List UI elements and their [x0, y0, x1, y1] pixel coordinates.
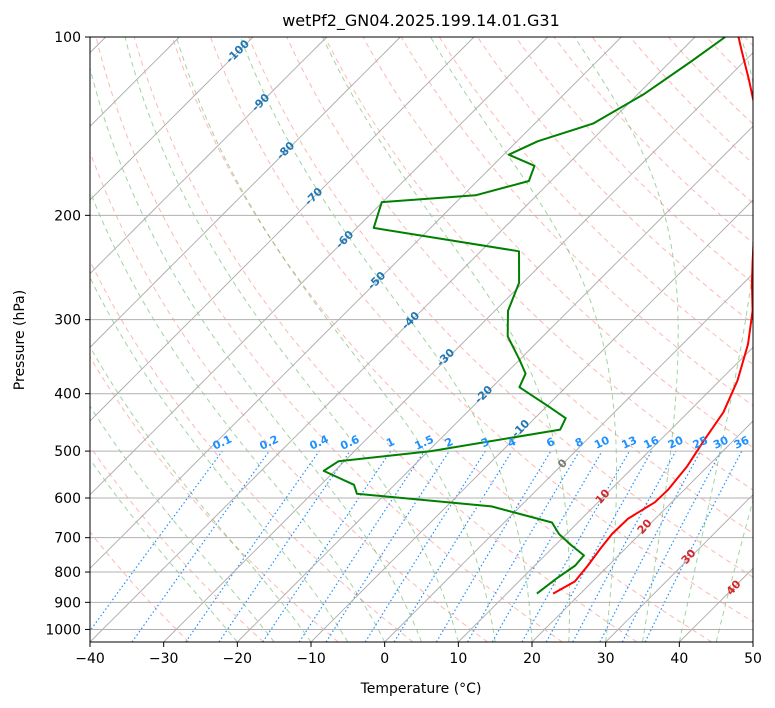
x-tick-label: −20: [223, 651, 253, 667]
moist-adiabat-line: [574, 37, 679, 642]
x-tick-label: −30: [149, 651, 179, 667]
x-tick-label: −10: [296, 651, 326, 667]
mixing-ratio-line: [131, 450, 270, 642]
mixing-ratio-line: [325, 450, 450, 642]
y-tick-label: 700: [54, 531, 81, 547]
moist-adiabat-line: [430, 37, 617, 642]
y-axis-label: Pressure (hPa): [12, 290, 28, 390]
mixing-ratio-line: [218, 450, 351, 642]
sounding-profiles: [322, 37, 753, 595]
x-tick-label: −40: [75, 651, 105, 667]
mixing-ratio-line: [90, 450, 223, 632]
y-tick-label: 400: [54, 387, 81, 403]
dry-adiabat-line: [133, 37, 638, 642]
profile-line: [322, 37, 726, 595]
x-tick-label: 20: [523, 651, 541, 667]
dry-adiabat-line: [324, 37, 753, 491]
y-tick-label: 600: [54, 491, 81, 507]
y-axis: 100 200 300 400 500 600 700 800 900 1000: [45, 30, 90, 638]
isotherm-line: [384, 272, 753, 642]
mixing-ratio-label: 30: [711, 433, 731, 451]
moist-adiabat-line: [90, 345, 312, 642]
y-tick-label: 800: [54, 565, 81, 581]
isotherm-line: [310, 199, 753, 642]
mixing-ratio-line: [393, 450, 513, 642]
isotherm-line: [90, 37, 328, 275]
moist-adiabat-line: [90, 458, 238, 642]
moist-adiabat-line: [90, 65, 422, 642]
moist-adiabats: [90, 37, 753, 642]
dry-adiabat-line: [90, 259, 414, 642]
moist-adiabat-line: [322, 37, 571, 642]
mixing-ratio-label: 10: [592, 433, 612, 451]
isotherm-line: [90, 37, 696, 642]
mixing-ratio-line: [491, 450, 603, 642]
moist-adiabat-line: [239, 37, 533, 642]
moist-adiabat-line: [124, 37, 459, 642]
y-tick-label: 500: [54, 444, 81, 460]
moist-adiabat-line: [175, 37, 496, 642]
moist-adiabat-line: [90, 405, 275, 642]
isotherm-line: [605, 493, 753, 642]
isotherm-line: [90, 37, 401, 349]
mixing-ratio-line: [466, 450, 580, 642]
dry-adiabat-line: [210, 37, 753, 623]
x-tick-label: 40: [670, 651, 688, 667]
mixing-ratio-line: [521, 450, 631, 642]
plot-background: [90, 37, 753, 642]
mixing-ratio-line: [364, 450, 486, 642]
mixing-ratio-label: 13: [620, 434, 639, 452]
chart-title: wetPf2_GN04.2025.199.14.01.G31: [282, 11, 560, 31]
mixing-ratio-label: 36: [732, 433, 752, 451]
isotherm-line: [457, 346, 753, 642]
skewed-isotherms: [90, 37, 753, 642]
isotherm-line: [90, 37, 549, 496]
dry-adiabat-line: [286, 37, 753, 534]
dry-adiabat-line: [248, 37, 753, 578]
dry-adiabat-line: [95, 37, 563, 642]
mixing-ratio-line: [572, 450, 677, 642]
x-tick-label: 50: [744, 651, 762, 667]
isotherm-line: [90, 37, 622, 570]
plot-frame: [89, 36, 754, 643]
isotherm-line: [90, 37, 254, 201]
isotherm-line: [236, 125, 753, 642]
moist-adiabat-line: [90, 189, 386, 642]
x-axis: −40 −30 −20 −10 0 10 20 30 40 50: [75, 642, 762, 667]
isotherm-line: [163, 51, 753, 642]
isotherm-line: [90, 37, 475, 422]
dry-adiabat-line: [90, 531, 190, 642]
dry-adiabat-line: [90, 356, 339, 642]
mixing-ratio-label: 25: [691, 434, 710, 452]
y-tick-label: 200: [54, 208, 81, 224]
y-tick-label: 900: [54, 595, 81, 611]
mixing-ratio-lines: [90, 450, 743, 642]
profile-line: [552, 37, 753, 595]
moist-adiabat-line: [90, 276, 349, 642]
mixing-ratio-label: 16: [642, 433, 662, 451]
y-tick-label: 100: [54, 30, 81, 46]
dry-adiabat-line: [400, 37, 753, 407]
y-tick-label: 1000: [45, 622, 81, 638]
x-axis-label: Temperature (°C): [360, 681, 482, 697]
mixing-ratio-label: 20: [666, 433, 686, 451]
pressure-gridlines: [90, 37, 753, 630]
dry-adiabat-line: [438, 37, 753, 365]
isotherm-line: [531, 420, 753, 642]
mixing-ratio-line: [435, 450, 552, 642]
x-tick-label: 30: [597, 651, 615, 667]
x-tick-label: 10: [449, 651, 467, 667]
mixing-ratio-line: [185, 450, 320, 642]
y-tick-label: 300: [54, 313, 81, 329]
x-tick-label: 0: [380, 651, 389, 667]
isotherm-line: [752, 641, 753, 642]
